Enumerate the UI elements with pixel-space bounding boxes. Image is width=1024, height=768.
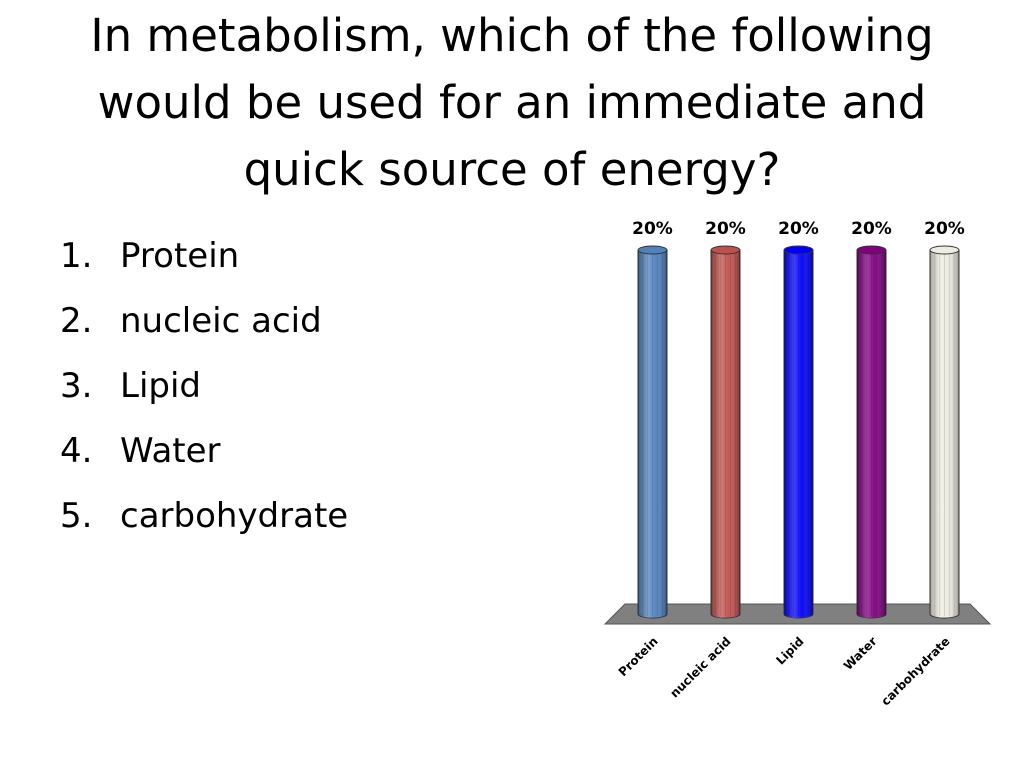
bar-cap-nucleic-acid: [710, 245, 741, 255]
answer-label: Water: [120, 431, 221, 471]
answer-number: 4.: [60, 431, 93, 471]
bar-shading-lipid: [784, 250, 813, 618]
answer-number: 2.: [60, 301, 93, 341]
bar-cap-lipid: [783, 245, 814, 255]
bars-layer: [637, 245, 960, 619]
answer-item-water: 4. Water: [60, 419, 348, 484]
bar-shading-water: [857, 250, 886, 618]
bar-shading-nucleic-acid: [711, 250, 740, 618]
answer-item-protein: 1. Protein: [60, 224, 348, 289]
data-label-lipid: 20%: [778, 219, 819, 239]
answer-label: carbohydrate: [120, 496, 349, 536]
answer-number: 1.: [60, 236, 93, 276]
category-label-water: Water: [841, 634, 880, 673]
data-label-carbohydrate: 20%: [924, 219, 965, 239]
answer-list: 1. Protein 2. nucleic acid 3. Lipid 4. Water…: [60, 224, 348, 549]
category-label-nucleic-acid: nucleic acid: [667, 634, 733, 700]
answer-item-carbohydrate: 5. carbohydrate: [60, 484, 348, 549]
data-label-nucleic-acid: 20%: [705, 219, 746, 239]
bar-cap-carbohydrate: [929, 245, 960, 255]
answer-label: nucleic acid: [120, 301, 322, 341]
bar-cap-water: [856, 245, 887, 255]
answer-label: Protein: [120, 236, 240, 276]
category-label-protein: Protein: [616, 634, 661, 679]
category-label-carbohydrate: carbohydrate: [879, 634, 953, 708]
category-label-lipid: Lipid: [773, 634, 806, 667]
slide-title: In metabolism, which of the following wo…: [90, 9, 934, 196]
bar-cap-protein: [637, 245, 668, 255]
answer-number: 3.: [60, 366, 93, 406]
data-label-protein: 20%: [632, 219, 673, 239]
answer-item-lipid: 3. Lipid: [60, 354, 348, 419]
answer-number: 5.: [60, 496, 93, 536]
answer-label: Lipid: [120, 366, 201, 406]
data-label-water: 20%: [851, 219, 892, 239]
bar-shading-protein: [638, 250, 667, 618]
bar-shading-carbohydrate: [930, 250, 959, 618]
answer-item-nucleic-acid: 2. nucleic acid: [60, 289, 348, 354]
